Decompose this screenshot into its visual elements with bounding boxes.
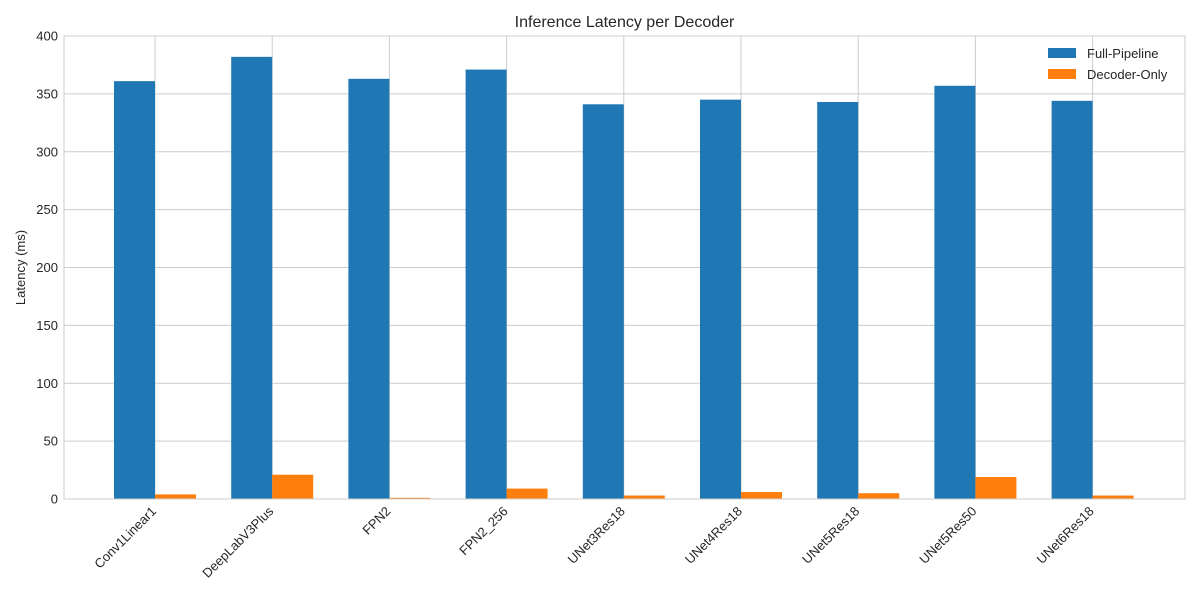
bar-decoder-only-unet4res18 [741, 492, 782, 499]
x-tick-label: Conv1Linear1 [91, 504, 159, 572]
x-tick-label: UNet5Res50 [916, 504, 979, 567]
y-tick-label: 400 [36, 29, 58, 44]
y-tick-label: 250 [36, 202, 58, 217]
bar-full-pipeline-fpn2-256 [465, 69, 507, 499]
y-tick-label: 150 [36, 318, 58, 333]
x-tick-label: UNet4Res18 [682, 504, 745, 567]
x-ticks: Conv1Linear1 DeepLabV3Plus FPN2 FPN2_256 UNe… [91, 503, 1096, 580]
legend-swatch [1048, 48, 1076, 58]
bar-full-pipeline-fpn2 [348, 78, 390, 499]
x-tick-label: UNet6Res18 [1033, 504, 1096, 567]
x-tick-label: UNet5Res18 [799, 504, 862, 567]
bar-decoder-only-deeplabv3plus [272, 474, 314, 499]
legend-label: Decoder-Only [1087, 67, 1168, 82]
x-tick-label: FPN2 [359, 504, 393, 538]
bar-full-pipeline-unet5res18 [817, 101, 859, 499]
bar-full-pipeline-conv1linear1 [114, 81, 155, 499]
bar-full-pipeline-unet5res50 [934, 85, 976, 500]
bar-full-pipeline-unet6res18 [1051, 100, 1093, 499]
legend-label: Full-Pipeline [1087, 46, 1159, 61]
legend-swatch [1048, 69, 1076, 79]
y-axis-label: Latency (ms) [13, 230, 28, 305]
y-tick-label: 50 [44, 434, 58, 449]
y-ticks: 0 50 100 150 200 250 300 350 400 [36, 29, 58, 507]
y-tick-label: 0 [51, 492, 58, 507]
y-tick-label: 100 [36, 376, 58, 391]
y-tick-label: 200 [36, 260, 58, 275]
x-tick-label: FPN2_256 [456, 504, 511, 559]
y-tick-label: 300 [36, 144, 58, 159]
bar-decoder-only-unet3res18 [623, 495, 665, 499]
bar-decoder-only-unet5res50 [975, 477, 1017, 499]
bar-full-pipeline-deeplabv3plus [231, 56, 273, 500]
x-tick-label: DeepLabV3Plus [199, 503, 276, 580]
bar-decoder-only-unet5res18 [858, 493, 900, 499]
y-tick-label: 350 [36, 86, 58, 101]
bar-decoder-only-fpn2 [389, 497, 431, 499]
x-tick-label: UNet3Res18 [565, 504, 628, 567]
bar-decoder-only-fpn2-256 [506, 488, 548, 499]
bar-full-pipeline-unet4res18 [700, 99, 741, 499]
bar-decoder-only-unet6res18 [1092, 495, 1134, 499]
bars-layer [114, 56, 1134, 500]
legend: Full-Pipeline Decoder-Only [1048, 46, 1168, 82]
chart-title: Inference Latency per Decoder [515, 14, 735, 31]
plot-frame [63, 35, 1186, 500]
bar-decoder-only-conv1linear1 [155, 494, 196, 499]
bar-full-pipeline-unet3res18 [582, 104, 624, 499]
